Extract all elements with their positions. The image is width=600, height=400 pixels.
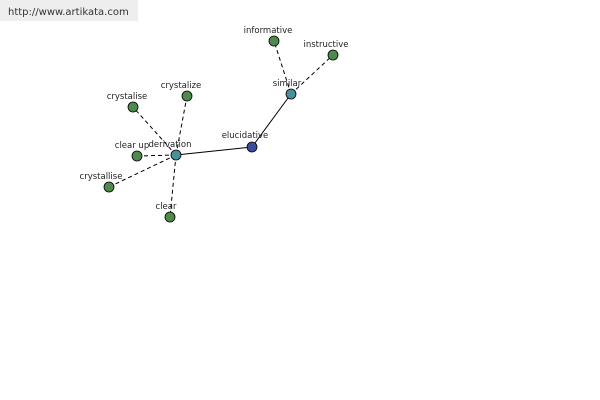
node[interactable] [327,49,339,61]
edge [108,154,177,188]
node-label[interactable]: elucidative [222,131,269,141]
node[interactable] [285,88,297,100]
nodes [103,35,339,223]
node-label[interactable]: clear [156,202,177,212]
node[interactable] [246,141,258,153]
edge [136,154,177,157]
node[interactable] [170,149,182,161]
edge [273,40,292,95]
edge [251,93,292,148]
node-label[interactable]: informative [244,26,293,36]
labels: elucidative similar informative instruct… [80,26,349,212]
node-label[interactable]: instructive [303,40,348,50]
node-label[interactable]: crystallise [80,172,123,182]
node-label[interactable]: derivation [148,140,191,150]
node-label[interactable]: crystalise [107,92,148,102]
edge [132,106,177,156]
edge [175,146,253,156]
node[interactable] [103,181,115,193]
node[interactable] [131,150,143,162]
node[interactable] [164,211,176,223]
edge [290,54,334,95]
node[interactable] [127,101,139,113]
node[interactable] [181,90,193,102]
node-label[interactable]: similar [273,79,302,89]
header-box [0,0,138,21]
edge [175,95,188,156]
edge [169,154,177,218]
node[interactable] [268,35,280,47]
header-url: http://www.artikata.com [8,7,129,18]
edges [108,40,334,218]
node-label[interactable]: clear up [115,141,149,151]
node-label[interactable]: crystalize [161,81,202,91]
